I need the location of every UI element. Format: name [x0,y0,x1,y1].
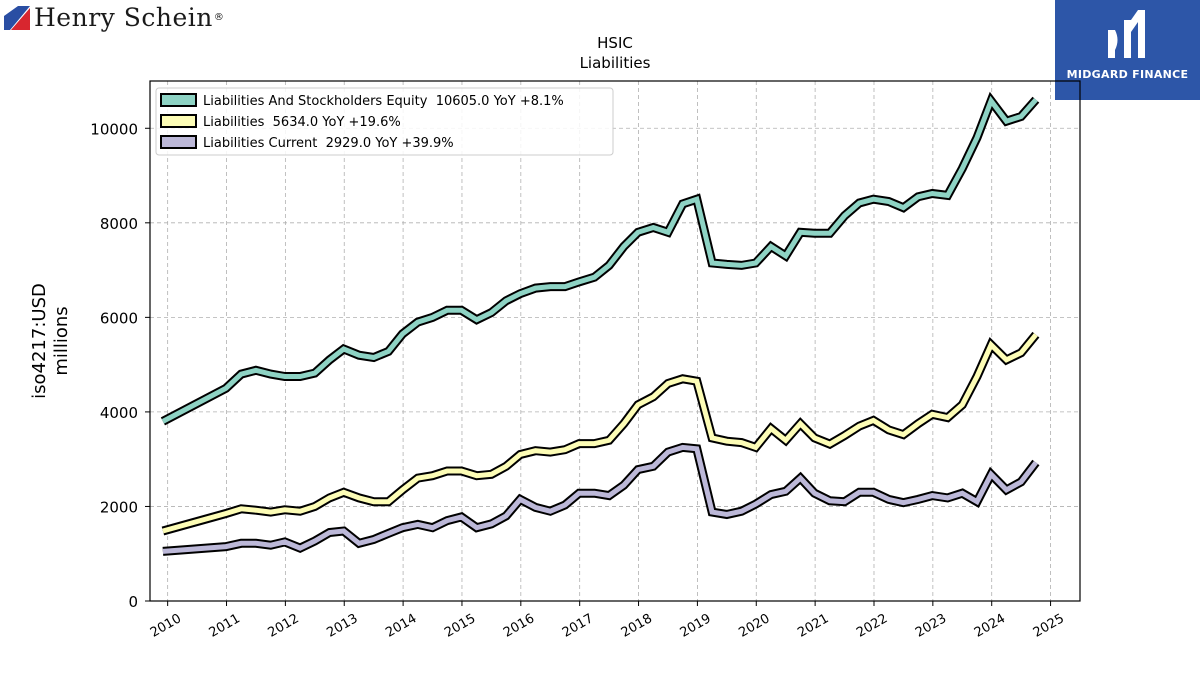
y-tick-label: 8000 [100,215,138,233]
x-tick-label: 2013 [324,611,360,641]
midgard-finance-logo: MIDGARD FINANCE [1055,0,1200,100]
henry-schein-mark-icon [4,6,30,30]
x-tick-label: 2025 [1031,611,1067,641]
series-line-equity [161,95,1038,424]
y-axis-label-line-1: iso4217:USD [29,283,50,399]
x-tick-label: 2015 [442,611,478,641]
grid [150,81,1080,602]
legend-swatch-liabilities [160,114,197,128]
legend-label-equity: Liabilities And Stockholders Equity 1060… [203,94,564,109]
y-tick-label: 4000 [100,404,138,422]
midgard-finance-mark-icon [1107,10,1145,58]
y-tick-label: 2000 [100,498,138,516]
plot-frame [149,80,1081,602]
x-tick-label: 2010 [148,611,184,641]
legend: Liabilities And Stockholders Equity 1060… [155,87,614,156]
midgard-finance-wordmark: MIDGARD FINANCE [1066,68,1189,81]
henry-schein-wordmark: Henry Schein® [34,3,225,32]
x-tick-label: 2014 [383,611,419,641]
y-axis-label-line-2: millions [51,306,72,375]
x-tick-label: 2021 [795,611,831,641]
series-line-liabilities [162,333,1038,534]
x-tick-label: 2023 [913,611,949,641]
x-tick-label: 2016 [501,611,537,641]
x-tick-label: 2012 [266,611,302,641]
legend-swatch-current [160,135,197,149]
henry-schein-logo: Henry Schein® [4,4,224,32]
series-lines [160,91,1040,556]
legend-label-liabilities: Liabilities 5634.0 YoY +19.6% [203,115,401,130]
x-tick-label: 2022 [854,611,890,641]
chart-subtitle: Liabilities [580,54,651,72]
y-tick-label: 0 [128,593,138,611]
x-tick-label: 2020 [736,611,772,641]
x-tick-label: 2018 [619,611,655,641]
legend-swatch-equity [160,93,197,107]
legend-box [155,87,614,156]
legend-label-current: Liabilities Current 2929.0 YoY +39.9% [203,136,454,151]
x-tick-label: 2017 [560,611,596,641]
series-outline-current [162,442,1040,556]
x-tick-label: 2019 [678,611,714,641]
chart-title: HSIC [597,34,633,52]
y-tick-label: 10000 [90,120,138,138]
x-tick-label: 2011 [207,611,243,641]
y-tick-label: 6000 [100,309,138,327]
x-tick-label: 2024 [972,611,1008,641]
series-line-current [162,444,1038,554]
